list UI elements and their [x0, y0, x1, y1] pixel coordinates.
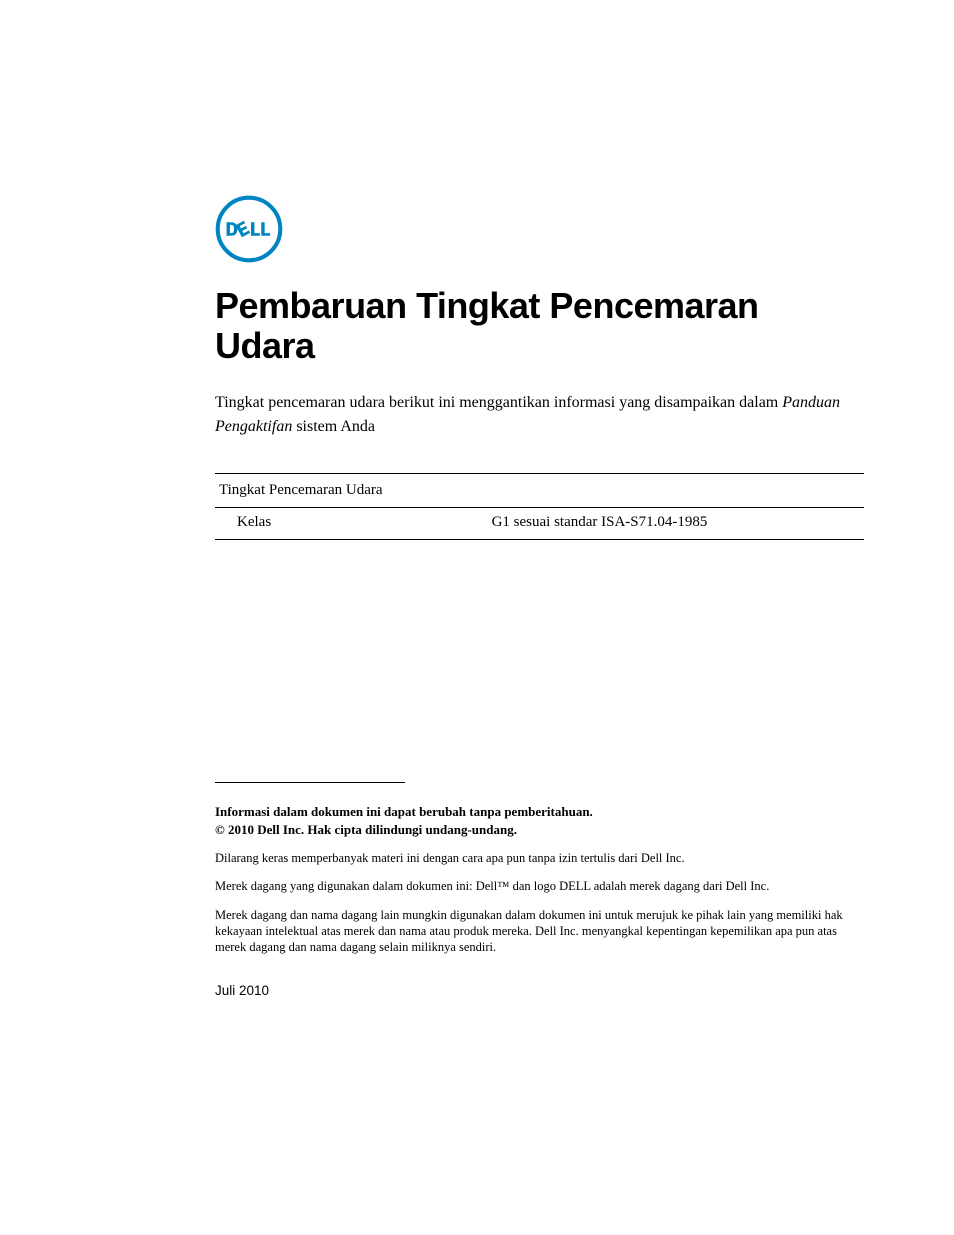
table-header: Tingkat Pencemaran Udara — [215, 473, 864, 507]
contamination-table: Tingkat Pencemaran Udara Kelas G1 sesuai… — [215, 473, 864, 540]
intro-paragraph: Tingkat pencemaran udara berikut ini men… — [215, 391, 864, 439]
notice-line-1: Informasi dalam dokumen ini dapat beruba… — [215, 804, 593, 819]
document-date: Juli 2010 — [215, 983, 864, 998]
document-title: Pembaruan Tingkat Pencemaran Udara — [215, 286, 864, 367]
table-header-row: Tingkat Pencemaran Udara — [215, 473, 864, 507]
document-page: Pembaruan Tingkat Pencemaran Udara Tingk… — [0, 0, 954, 540]
legal-paragraph-1: Dilarang keras memperbanyak materi ini d… — [215, 850, 864, 866]
legal-notice-bold: Informasi dalam dokumen ini dapat beruba… — [215, 803, 864, 838]
intro-text-1: Tingkat pencemaran udara berikut ini men… — [215, 394, 782, 411]
notice-line-2: © 2010 Dell Inc. Hak cipta dilindungi un… — [215, 822, 517, 837]
intro-text-2: sistem Anda — [292, 418, 375, 435]
table-row: Kelas G1 sesuai standar ISA-S71.04-1985 — [215, 507, 864, 539]
table-cell-label: Kelas — [215, 507, 488, 539]
dell-logo — [215, 195, 864, 268]
footer-section: Informasi dalam dokumen ini dapat beruba… — [215, 782, 864, 998]
separator-line — [215, 782, 405, 783]
legal-paragraph-3: Merek dagang dan nama dagang lain mungki… — [215, 907, 864, 956]
table-cell-value: G1 sesuai standar ISA-S71.04-1985 — [488, 507, 864, 539]
legal-paragraph-2: Merek dagang yang digunakan dalam dokume… — [215, 878, 864, 894]
